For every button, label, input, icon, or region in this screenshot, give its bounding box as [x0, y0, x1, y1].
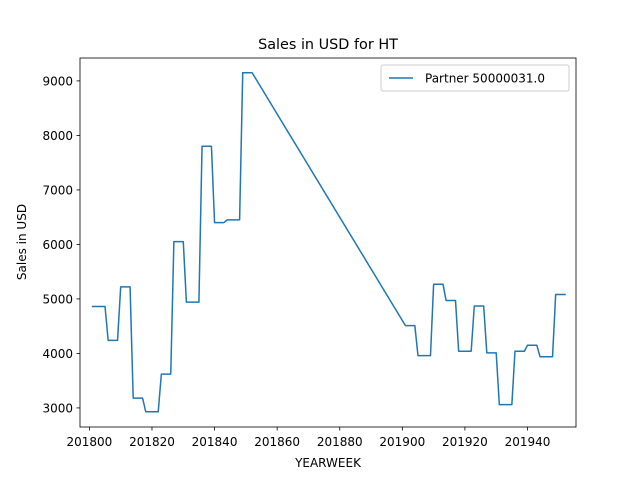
x-tick-label: 201920: [442, 435, 488, 449]
y-tick-label: 6000: [42, 238, 73, 252]
chart-title: Sales in USD for HT: [258, 37, 398, 53]
x-tick-label: 201840: [192, 435, 238, 449]
y-tick-label: 4000: [42, 347, 73, 361]
x-axis-label: YEARWEEK: [294, 456, 362, 470]
y-tick-label: 3000: [42, 401, 73, 415]
x-tick-label: 201880: [317, 435, 363, 449]
series-group: [91, 71, 566, 413]
series-line: [91, 71, 566, 413]
x-axis-ticks: 201800 201820 201840 201860 201880 201900 2019…: [66, 427, 550, 449]
x-tick-label: 201900: [379, 435, 425, 449]
y-axis-label: Sales in USD: [15, 204, 29, 280]
plot-area-frame: [79, 57, 577, 428]
legend: Partner 50000031.0: [380, 64, 570, 92]
x-tick-label: 201940: [505, 435, 551, 449]
legend-box: [380, 64, 570, 92]
y-axis-ticks: 3000 4000 5000 6000 7000 8000 9000: [42, 74, 80, 415]
y-tick-label: 5000: [42, 292, 73, 306]
y-tick-label: 7000: [42, 183, 73, 197]
x-tick-label: 201860: [254, 435, 300, 449]
x-tick-label: 201820: [129, 435, 175, 449]
y-tick-label: 9000: [42, 74, 73, 88]
x-tick-label: 201800: [66, 435, 112, 449]
legend-label: Partner 50000031.0: [425, 72, 545, 86]
y-tick-label: 8000: [42, 129, 73, 143]
